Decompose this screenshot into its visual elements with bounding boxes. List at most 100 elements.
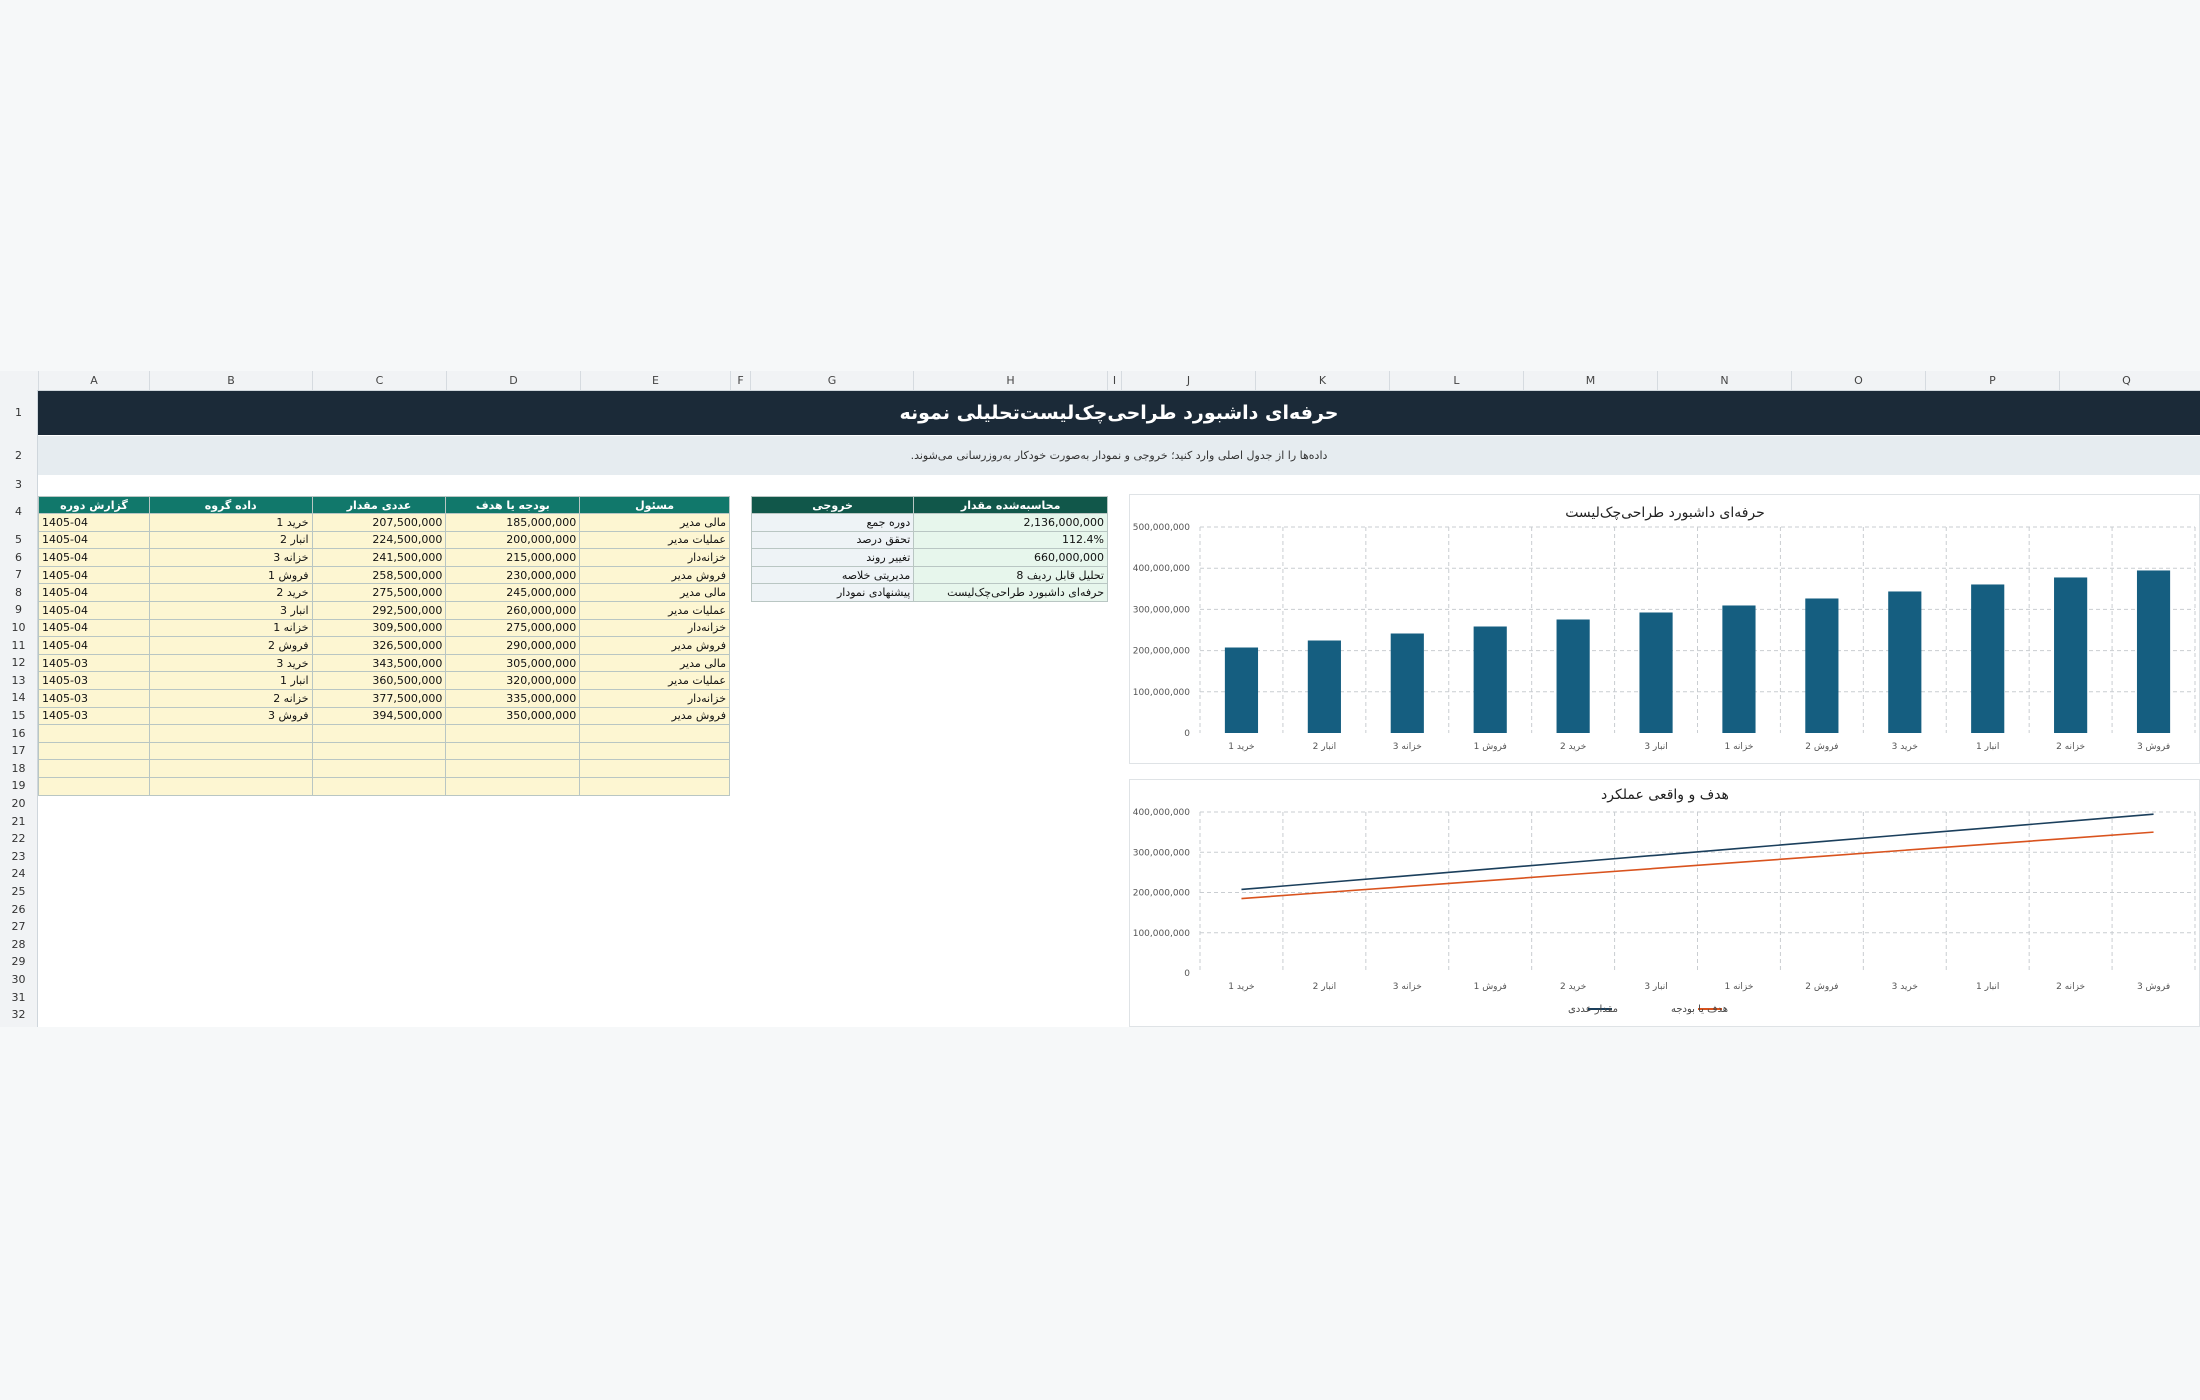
- row-header-15[interactable]: 15: [11, 709, 26, 722]
- summary-label-cell[interactable]: تغییر روند: [750, 548, 915, 567]
- table-cell[interactable]: [579, 724, 730, 743]
- summary-header-cell[interactable]: محاسبه‌شده مقدار: [913, 496, 1108, 514]
- row-header-9[interactable]: 9: [15, 603, 22, 617]
- table-cell[interactable]: [148, 759, 313, 778]
- table-cell[interactable]: 275,000,000: [445, 618, 581, 638]
- table-cell[interactable]: عملیات مدیر: [579, 530, 730, 550]
- row-header-22[interactable]: 22: [11, 832, 26, 846]
- table-cell[interactable]: خزانه 2: [148, 688, 313, 708]
- bar-mark[interactable]: [2054, 577, 2088, 733]
- row-header-12[interactable]: 12: [11, 656, 26, 670]
- table-cell[interactable]: [579, 759, 730, 778]
- table-cell[interactable]: خزانه‌دار: [579, 688, 730, 708]
- table-cell[interactable]: خرید 2: [148, 583, 313, 602]
- column-header-l[interactable]: L: [1389, 371, 1523, 390]
- table-cell[interactable]: [38, 776, 150, 796]
- row-header-30[interactable]: 30: [11, 973, 26, 986]
- table-cell[interactable]: عملیات مدیر: [579, 600, 730, 620]
- table-cell[interactable]: 305,000,000: [445, 653, 581, 673]
- row-header-5[interactable]: 5: [15, 533, 22, 546]
- series-line[interactable]: [1241, 813, 2154, 891]
- table-cell[interactable]: [579, 741, 730, 761]
- table-cell[interactable]: 1405-04: [38, 565, 150, 585]
- row-header-8[interactable]: 8: [15, 585, 22, 599]
- row-header-6[interactable]: 6: [15, 550, 22, 564]
- summary-value-cell[interactable]: 2,136,000,000: [913, 513, 1108, 532]
- table-cell[interactable]: 224,500,000: [311, 530, 447, 550]
- table-cell[interactable]: 292,500,000: [311, 600, 447, 620]
- table-cell[interactable]: فروش 2: [148, 636, 313, 655]
- row-header-7[interactable]: 7: [15, 568, 22, 582]
- column-header-cell[interactable]: بودجه یا هدف: [445, 496, 581, 514]
- column-header-j[interactable]: J: [1121, 371, 1255, 390]
- row-header-2[interactable]: 2: [15, 449, 22, 462]
- column-header-cell[interactable]: داده گروه: [148, 496, 313, 514]
- table-cell[interactable]: 1405-03: [38, 706, 150, 726]
- table-cell[interactable]: 360,500,000: [311, 671, 447, 690]
- column-header-o[interactable]: O: [1791, 371, 1925, 390]
- row-header-31[interactable]: 31: [11, 990, 26, 1004]
- summary-label-cell[interactable]: تحقق درصد: [750, 530, 915, 550]
- table-cell[interactable]: 241,500,000: [311, 548, 447, 567]
- row-header-11[interactable]: 11: [11, 638, 26, 652]
- table-cell[interactable]: خزانه‌دار: [579, 548, 730, 567]
- table-cell[interactable]: [148, 741, 313, 761]
- table-cell[interactable]: 1405-04: [38, 530, 150, 550]
- table-cell[interactable]: 377,500,000: [311, 688, 447, 708]
- row-header-17[interactable]: 17: [11, 744, 26, 758]
- bar-mark[interactable]: [1390, 633, 1424, 733]
- bar-mark[interactable]: [1473, 626, 1507, 733]
- table-cell[interactable]: [445, 724, 581, 743]
- series-line[interactable]: [1241, 831, 2154, 900]
- table-cell[interactable]: [38, 741, 150, 761]
- summary-value-cell[interactable]: حرفه‌ای داشبورد طراحی‌چک‌لیست: [913, 583, 1108, 602]
- bar-mark[interactable]: [2136, 570, 2171, 733]
- column-header-cell[interactable]: عددی مقدار: [311, 496, 447, 514]
- table-cell[interactable]: 215,000,000: [445, 548, 581, 567]
- table-cell[interactable]: مالی مدیر: [579, 653, 730, 673]
- column-header-d[interactable]: D: [446, 371, 580, 390]
- table-cell[interactable]: [311, 776, 447, 796]
- table-cell[interactable]: 200,000,000: [445, 530, 581, 550]
- table-cell[interactable]: انبار 1: [148, 671, 313, 690]
- summary-label-cell[interactable]: مدیریتی خلاصه: [750, 565, 915, 585]
- table-cell[interactable]: 230,000,000: [445, 565, 581, 585]
- table-cell[interactable]: 320,000,000: [445, 671, 581, 690]
- row-header-27[interactable]: 27: [11, 920, 26, 934]
- bar-mark[interactable]: [1307, 640, 1341, 733]
- table-cell[interactable]: 290,000,000: [445, 636, 581, 655]
- table-cell[interactable]: 258,500,000: [311, 565, 447, 585]
- table-cell[interactable]: [311, 724, 447, 743]
- column-header-a[interactable]: A: [38, 371, 149, 390]
- table-cell[interactable]: 1405-04: [38, 600, 150, 620]
- row-header-20[interactable]: 20: [11, 797, 26, 810]
- table-cell[interactable]: 335,000,000: [445, 688, 581, 708]
- table-cell[interactable]: 1405-04: [38, 618, 150, 638]
- table-cell[interactable]: [311, 741, 447, 761]
- table-cell[interactable]: [38, 724, 150, 743]
- table-cell[interactable]: [579, 776, 730, 796]
- row-header-4[interactable]: 4: [15, 505, 22, 518]
- table-cell[interactable]: 1405-04: [38, 513, 150, 532]
- bar-mark[interactable]: [1971, 584, 2005, 733]
- table-cell[interactable]: 394,500,000: [311, 706, 447, 726]
- table-cell[interactable]: خزانه 1: [148, 618, 313, 638]
- summary-value-cell[interactable]: 660,000,000: [913, 548, 1108, 567]
- bar-mark[interactable]: [1722, 605, 1756, 733]
- table-cell[interactable]: [38, 759, 150, 778]
- row-header-1[interactable]: 1: [15, 406, 22, 419]
- table-cell[interactable]: 1405-03: [38, 671, 150, 690]
- row-header-25[interactable]: 25: [11, 885, 26, 898]
- summary-header-cell[interactable]: خروجی: [750, 496, 915, 514]
- column-header-c[interactable]: C: [312, 371, 446, 390]
- bar-mark[interactable]: [1639, 612, 1673, 733]
- table-cell[interactable]: 1405-03: [38, 688, 150, 708]
- column-header-q[interactable]: Q: [2059, 371, 2193, 390]
- row-header-21[interactable]: 21: [11, 814, 26, 828]
- column-header-h[interactable]: H: [913, 371, 1107, 390]
- table-cell[interactable]: 343,500,000: [311, 653, 447, 673]
- column-header-m[interactable]: M: [1523, 371, 1657, 390]
- row-header-14[interactable]: 14: [11, 691, 26, 705]
- column-header-k[interactable]: K: [1255, 371, 1389, 390]
- row-header-3[interactable]: 3: [15, 478, 22, 491]
